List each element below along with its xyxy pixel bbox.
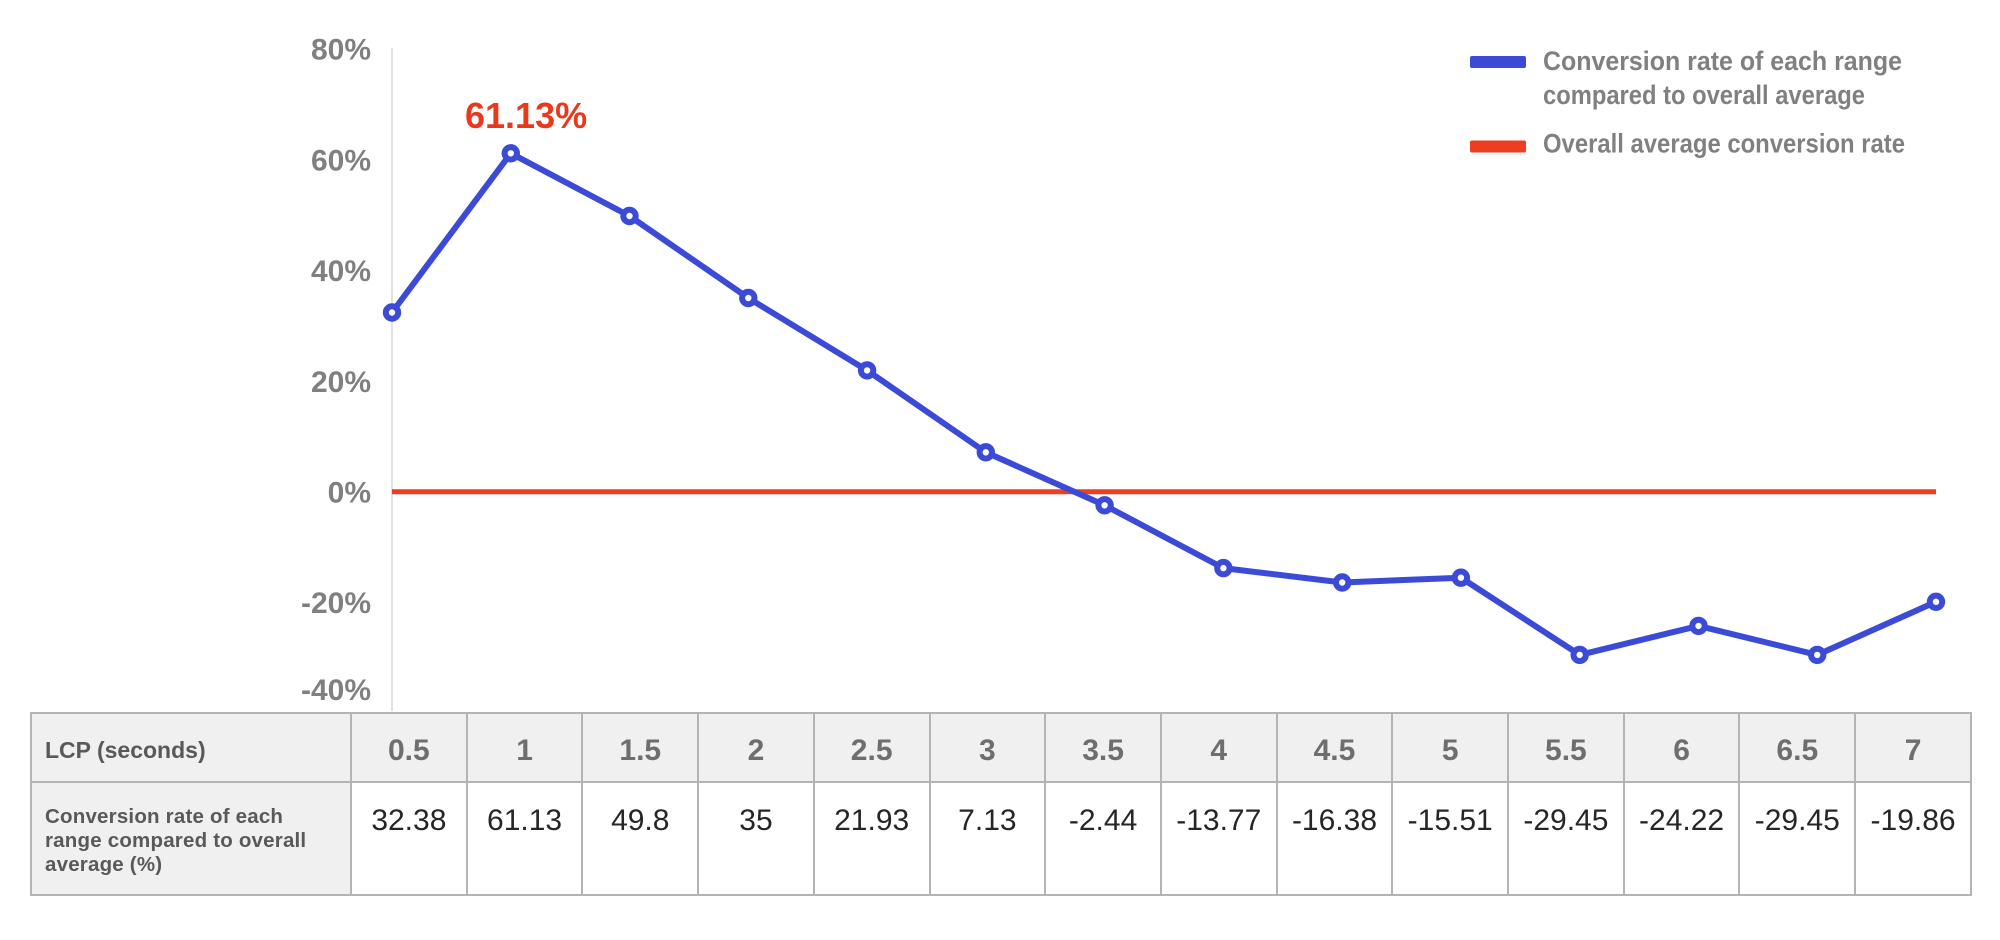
svg-text:61.13%: 61.13% <box>465 95 587 136</box>
svg-text:Conversion rate of each range: Conversion rate of each range <box>1543 46 1902 76</box>
svg-text:60%: 60% <box>311 144 371 177</box>
svg-text:40%: 40% <box>311 255 371 288</box>
svg-text:20%: 20% <box>311 366 371 399</box>
svg-text:-40%: -40% <box>301 674 371 707</box>
svg-text:-20%: -20% <box>301 587 371 620</box>
svg-text:compared to overall average: compared to overall average <box>1543 80 1865 110</box>
svg-text:80%: 80% <box>311 34 371 67</box>
svg-text:0%: 0% <box>328 477 371 510</box>
svg-text:Overall average conversion rat: Overall average conversion rate <box>1543 129 1905 159</box>
